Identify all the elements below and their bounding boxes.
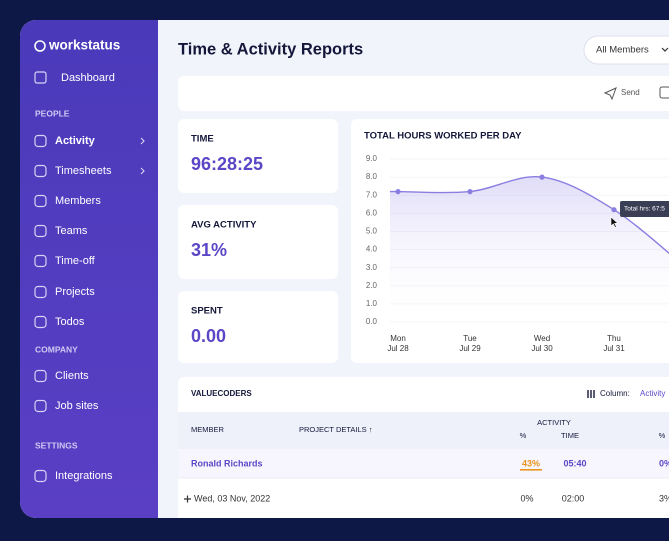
column-header: TIME [561, 431, 579, 440]
nav-item[interactable]: Time-off [55, 255, 96, 267]
pct: 0% [659, 458, 669, 468]
icon [34, 369, 47, 383]
filter-dropdown[interactable] [583, 35, 669, 65]
page-title: Time & Activity Reports [178, 40, 363, 58]
icon [34, 315, 47, 329]
cursor [610, 216, 619, 228]
section-label: COMPANY [35, 344, 78, 354]
y-tick-label: 4.0 [366, 245, 378, 254]
nav-item[interactable]: Integrations [55, 470, 113, 482]
chevron [661, 47, 669, 52]
pct: 3% [659, 493, 669, 503]
area [390, 176, 669, 322]
y-tick-label: 1.0 [366, 299, 378, 308]
section-label: SETTINGS [35, 440, 78, 450]
column-header: ACTIVITY [537, 418, 571, 427]
logo: workstatus [48, 38, 120, 53]
nav-item[interactable]: Todos [55, 316, 85, 328]
nav-item[interactable]: Activity [55, 135, 96, 147]
stat-value: 0.00 [191, 326, 226, 346]
logo-icon [34, 40, 46, 52]
calendar-icon[interactable] [659, 86, 669, 99]
y-tick-label: 8.0 [366, 172, 378, 181]
stat-card [178, 119, 338, 193]
point [611, 207, 617, 213]
point [395, 189, 401, 195]
x-tick-label: Mon [390, 334, 406, 343]
column-label: Column: [600, 389, 630, 398]
stat-label: TIME [191, 134, 214, 145]
nav-item[interactable]: Clients [55, 370, 89, 382]
stat-value: 31% [191, 240, 227, 260]
point [539, 174, 545, 180]
icon [34, 194, 47, 208]
icon [34, 71, 47, 84]
activity-pct: 43% [522, 458, 540, 468]
tooltip [620, 201, 669, 217]
toolbar [178, 76, 669, 111]
y-tick-label: 6.0 [366, 208, 378, 217]
column-header: MEMBER [191, 425, 225, 434]
column-header: % [659, 431, 666, 440]
filter-label: All Members [596, 45, 649, 56]
chevron [140, 137, 145, 145]
tooltip-text: Total hrs: 67:5 [624, 206, 665, 213]
nav-item[interactable]: Dashboard [61, 72, 115, 84]
icon [34, 469, 47, 483]
x-tick-label: Jul 30 [531, 344, 553, 353]
sidebar [20, 20, 158, 518]
column-header: % [520, 431, 527, 440]
stat-value: 96:28:25 [191, 154, 263, 174]
row-highlight [178, 449, 669, 478]
nav-item[interactable]: Projects [55, 286, 95, 298]
activity-underline [520, 469, 542, 471]
y-tick-label: 3.0 [366, 263, 378, 272]
y-tick-label: 5.0 [366, 227, 378, 236]
table-title: VALUECODERS [191, 389, 252, 398]
icon [34, 254, 47, 268]
icon [34, 285, 47, 299]
chart-title: TOTAL HOURS WORKED PER DAY [364, 131, 522, 142]
column-header: PROJECT DETAILS ↑ [299, 425, 373, 434]
activity-time: 05:40 [563, 458, 586, 468]
y-tick-label: 2.0 [366, 281, 378, 290]
x-tick-label: Wed [534, 334, 550, 343]
nav-item[interactable]: Teams [55, 225, 88, 237]
member-name[interactable]: Ronald Richards [191, 458, 263, 468]
icon [34, 399, 47, 413]
column-icon [587, 390, 595, 398]
x-tick-label: Jul 28 [387, 344, 409, 353]
activity-pct: 0% [520, 493, 533, 503]
nav-item[interactable]: Job sites [55, 400, 99, 412]
send-icon [603, 87, 617, 101]
icon [34, 224, 47, 238]
x-tick-label: Tue [463, 334, 477, 343]
x-tick-label: Thu [607, 334, 621, 343]
expand-icon[interactable] [184, 495, 191, 503]
send-button[interactable]: Send [621, 88, 640, 97]
y-tick-label: 0.0 [366, 317, 378, 326]
stat-label: SPENT [191, 306, 223, 317]
stat-label: AVG ACTIVITY [191, 220, 257, 231]
x-tick-label: Jul 31 [603, 344, 625, 353]
table-header [178, 412, 669, 449]
y-tick-label: 9.0 [366, 154, 378, 163]
point [467, 189, 473, 195]
stat-card [178, 291, 338, 363]
activity-time: 02:00 [562, 493, 585, 503]
stat-card [178, 205, 338, 279]
x-tick-label: Jul 29 [459, 344, 481, 353]
y-tick-label: 7.0 [366, 190, 378, 199]
icon [34, 164, 47, 178]
section-label: PEOPLE [35, 108, 70, 118]
column-value[interactable]: Activity [640, 389, 665, 398]
icon [34, 134, 47, 148]
nav-item[interactable]: Members [55, 195, 101, 207]
date-row: Wed, 03 Nov, 2022 [194, 493, 270, 503]
nav-item[interactable]: Timesheets [55, 165, 112, 177]
chevron [140, 167, 145, 175]
